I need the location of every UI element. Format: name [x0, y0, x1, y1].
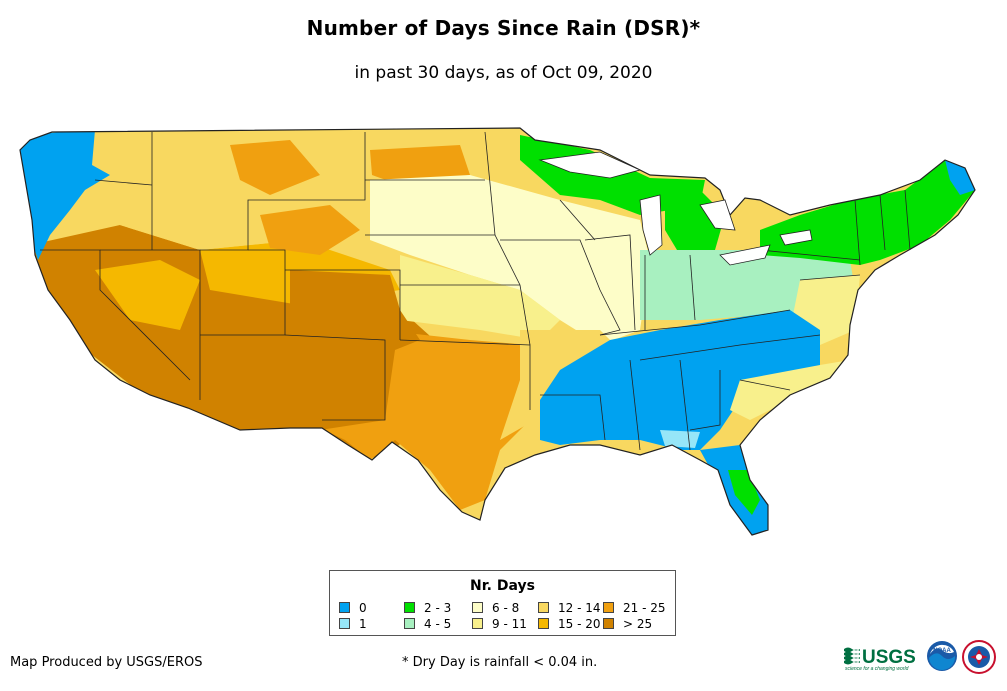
legend-label: 4 - 5 [424, 617, 452, 631]
legend-label: 2 - 3 [424, 601, 452, 615]
svg-text:science for a changing world: science for a changing world [845, 666, 909, 671]
legend-label: 6 - 8 [492, 601, 520, 615]
legend-item-1: 1 [339, 618, 367, 630]
legend-item-6: 12 - 14 [538, 602, 601, 614]
region-nd-patches [370, 145, 470, 185]
region-maine-wet [945, 160, 975, 195]
legend-label: 21 - 25 [623, 601, 666, 615]
region-intermountain [95, 260, 200, 330]
legend-swatch [603, 618, 614, 629]
legend-swatch [472, 602, 483, 613]
region-new-mexico-dry [290, 270, 420, 430]
legend-swatch [603, 602, 614, 613]
great-lakes [538, 151, 813, 266]
legend-swatch [538, 602, 549, 613]
legend-item-0: 0 [339, 602, 367, 614]
legend-item-3: 4 - 5 [404, 618, 451, 630]
legend-item-8: 21 - 25 [603, 602, 666, 614]
svg-text:NOAA: NOAA [933, 648, 951, 654]
region-northern-plains [370, 175, 650, 345]
legend-swatch [404, 618, 415, 629]
map-subtitle: in past 30 days, as of Oct 09, 2020 [354, 63, 653, 83]
legend: Nr. Days 0 1 2 - 3 4 - 5 6 - 8 9 - 11 12… [329, 570, 676, 636]
us-dsr-map [19, 127, 976, 536]
legend-label: 12 - 14 [558, 601, 601, 615]
state-boundaries [40, 131, 911, 451]
region-southeast-wet [540, 310, 820, 450]
legend-swatch [472, 618, 483, 629]
noaa-logo: NOAA [927, 641, 957, 671]
legend-item-5: 9 - 11 [472, 618, 527, 630]
nws-logo [962, 640, 996, 674]
legend-swatch [404, 602, 415, 613]
legend-item-9: > 25 [603, 618, 652, 630]
legend-swatch [538, 618, 549, 629]
region-central-plains [400, 255, 560, 340]
legend-item-4: 6 - 8 [472, 602, 519, 614]
region-pacific-nw-wet [20, 130, 110, 260]
legend-label: 0 [359, 601, 367, 615]
usgs-logo: USGS science for a changing world [844, 647, 916, 671]
map-title: Number of Days Since Rain (DSR)* [306, 16, 701, 40]
legend-title: Nr. Days [470, 578, 535, 594]
legend-item-2: 2 - 3 [404, 602, 451, 614]
legend-swatch [339, 602, 350, 613]
legend-swatch [339, 618, 350, 629]
legend-label: 9 - 11 [492, 617, 527, 631]
region-wyoming-patches [260, 205, 360, 255]
legend-label: 1 [359, 617, 367, 631]
region-northeast [760, 160, 975, 265]
map-credit: Map Produced by USGS/EROS [10, 655, 203, 670]
legend-label: > 25 [623, 617, 653, 631]
dry-day-footnote: * Dry Day is rainfall < 0.04 in. [402, 655, 598, 670]
legend-item-7: 15 - 20 [538, 618, 601, 630]
region-gulf-1day [660, 430, 700, 448]
legend-label: 15 - 20 [558, 617, 601, 631]
svg-text:USGS: USGS [862, 647, 916, 668]
region-montana-patches [230, 140, 320, 195]
region-southern-plains [320, 330, 545, 510]
